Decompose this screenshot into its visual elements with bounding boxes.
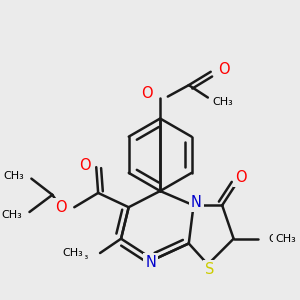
Text: N: N bbox=[191, 195, 202, 210]
Text: O: O bbox=[141, 86, 153, 101]
Text: N: N bbox=[145, 255, 156, 270]
Text: O: O bbox=[55, 200, 67, 215]
Text: O: O bbox=[236, 170, 247, 185]
Text: CH₃: CH₃ bbox=[1, 210, 22, 220]
Text: CH₃: CH₃ bbox=[69, 251, 88, 261]
Text: CH₃: CH₃ bbox=[62, 248, 83, 258]
Text: CH₃: CH₃ bbox=[3, 171, 24, 181]
Text: O: O bbox=[79, 158, 91, 173]
Text: CH₃: CH₃ bbox=[268, 234, 287, 244]
Text: O: O bbox=[218, 62, 230, 77]
Text: S: S bbox=[205, 262, 214, 277]
Text: CH₃: CH₃ bbox=[276, 234, 296, 244]
Text: CH₃: CH₃ bbox=[213, 97, 233, 107]
